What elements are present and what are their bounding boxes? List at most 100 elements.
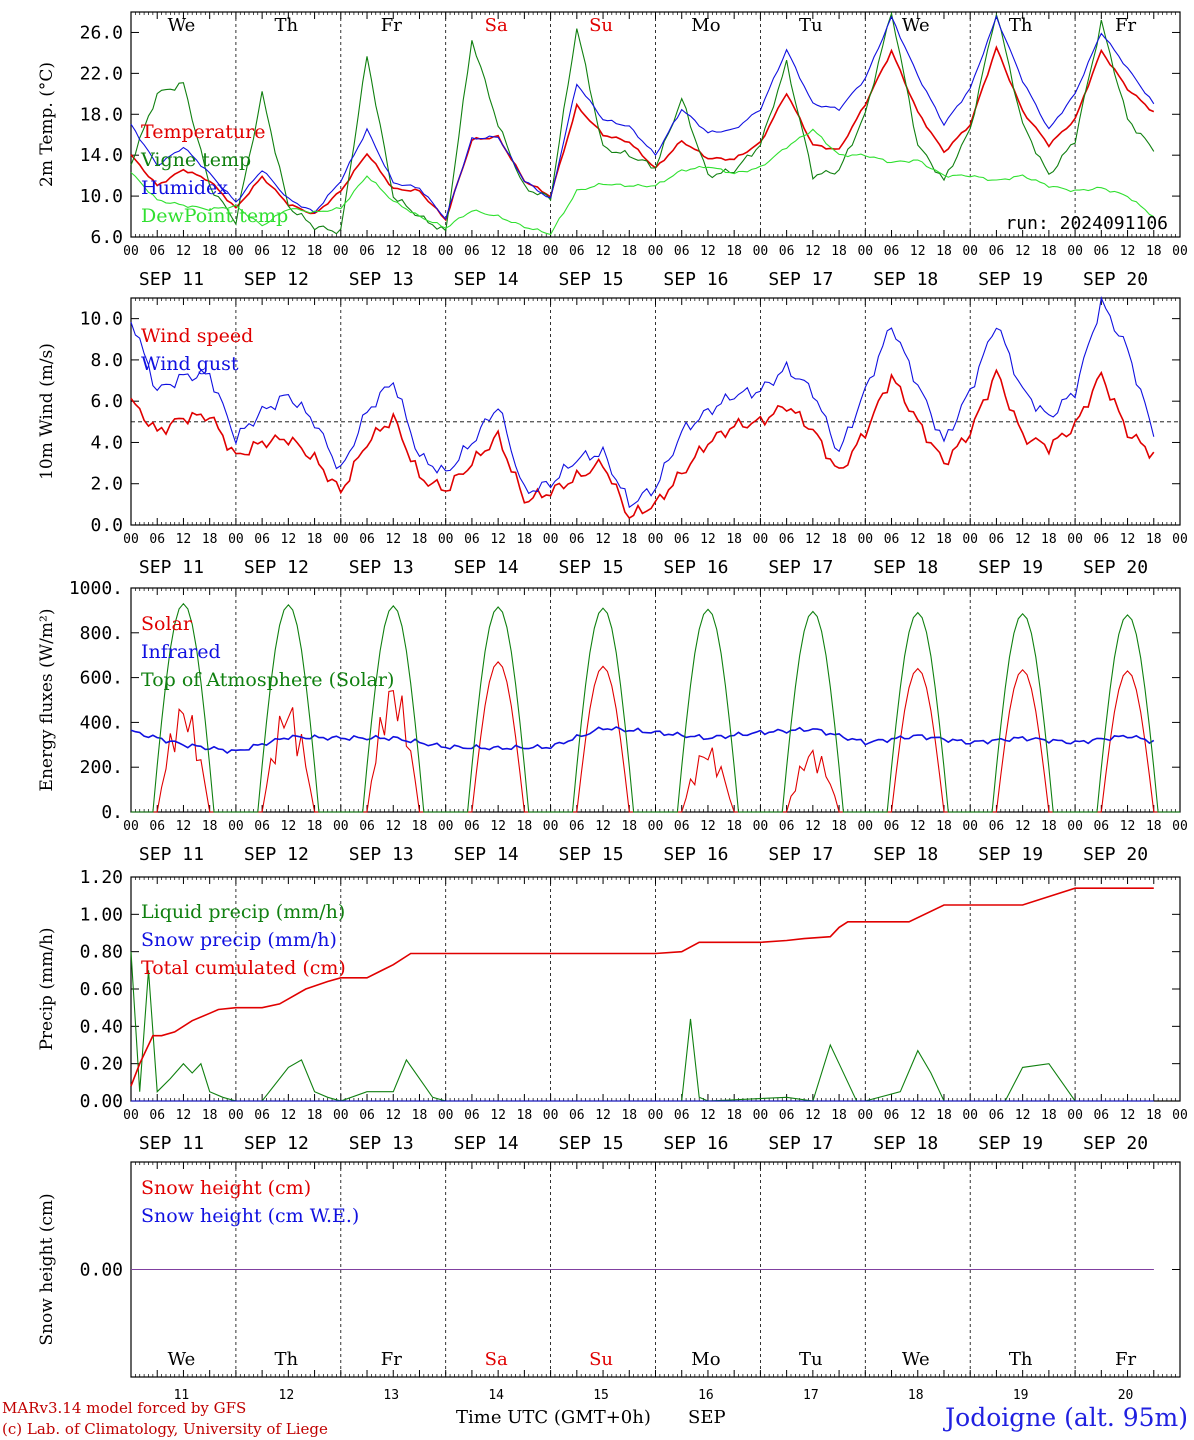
hour-label: 12 <box>595 532 611 547</box>
day-of-week-label: We <box>168 1349 196 1370</box>
hour-label: 00 <box>438 532 454 547</box>
y-axis-label: Snow height (cm) <box>37 1193 57 1345</box>
hour-label: 06 <box>989 532 1005 547</box>
date-label: SEP 20 <box>1083 269 1148 290</box>
y-axis-label: Energy fluxes (W/m²) <box>37 609 57 792</box>
legend-entry: Humidex <box>141 177 228 199</box>
hour-label: 00 <box>962 532 978 547</box>
date-label: SEP 14 <box>454 269 519 290</box>
legend-entry: DewPoint temp <box>141 205 288 227</box>
date-label: SEP 13 <box>349 557 414 578</box>
plot-frame <box>130 11 1181 238</box>
legend-entry: Snow height (cm) <box>141 1177 311 1199</box>
hour-label: 00 <box>1172 819 1188 834</box>
y-tick-label: 200. <box>80 757 123 778</box>
y-tick-label: 22.0 <box>80 63 123 84</box>
hour-label: 12 <box>490 1108 506 1123</box>
legend-entry: Solar <box>141 613 193 635</box>
hour-label: 12 <box>490 819 506 834</box>
date-label: SEP 15 <box>559 557 624 578</box>
hour-label: 00 <box>753 819 769 834</box>
hour-label: 18 <box>831 819 847 834</box>
hour-label: 00 <box>857 532 873 547</box>
hour-label: 18 <box>202 244 218 259</box>
hour-label: 06 <box>464 532 480 547</box>
date-label: SEP 19 <box>978 1133 1043 1154</box>
y-tick-label: 1000. <box>69 578 123 599</box>
hour-label: 00 <box>228 819 244 834</box>
date-label: SEP 17 <box>768 269 833 290</box>
hour-label: 18 <box>831 1108 847 1123</box>
hour-label: 06 <box>674 244 690 259</box>
hour-label: 00 <box>1172 244 1188 259</box>
hour-label: 12 <box>805 1108 821 1123</box>
hour-label: 00 <box>857 244 873 259</box>
hour-label: 06 <box>149 244 165 259</box>
hour-label: 06 <box>1093 532 1109 547</box>
hour-label: 06 <box>569 819 585 834</box>
date-label: SEP 12 <box>244 269 309 290</box>
hour-label: 06 <box>779 819 795 834</box>
y-axis-label: 2m Temp. (°C) <box>37 62 57 187</box>
day-of-week-label: Sa <box>485 1349 508 1370</box>
hour-label: 18 <box>517 532 533 547</box>
series-line-wind-speed <box>130 368 1155 520</box>
hour-label: 12 <box>176 1108 192 1123</box>
date-label: SEP 14 <box>454 557 519 578</box>
hour-label: 18 <box>517 1108 533 1123</box>
hour-label: 06 <box>989 244 1005 259</box>
x-axis-label: Time UTC (GMT+0h) <box>456 1407 651 1428</box>
series-line-total-cumulated-cm- <box>130 887 1154 1087</box>
hour-label: 06 <box>254 532 270 547</box>
series-line-temperature <box>130 45 1155 222</box>
date-label: SEP 11 <box>139 557 204 578</box>
hour-label: 18 <box>307 532 323 547</box>
hour-label: 18 <box>412 244 428 259</box>
hour-label: 12 <box>700 532 716 547</box>
date-label: SEP 15 <box>559 844 624 865</box>
date-label: SEP 13 <box>349 1133 414 1154</box>
hour-label: 18 <box>621 1108 637 1123</box>
hour-label: 12 <box>595 819 611 834</box>
day-of-week-label: Tu <box>799 1349 823 1370</box>
hour-label: 06 <box>989 1108 1005 1123</box>
hour-label: 12 <box>595 244 611 259</box>
hour-label: 06 <box>149 819 165 834</box>
hour-label: 12 <box>490 532 506 547</box>
date-label: SEP 11 <box>139 844 204 865</box>
hour-label: 06 <box>359 1108 375 1123</box>
hour-label: 12 <box>1120 819 1136 834</box>
date-label: SEP 18 <box>873 844 938 865</box>
hour-label: 12 <box>1120 1108 1136 1123</box>
hour-label: 06 <box>464 819 480 834</box>
day-of-week-label: Fr <box>1115 15 1136 36</box>
y-tick-label: 0.80 <box>80 942 123 963</box>
hour-label: 00 <box>962 819 978 834</box>
date-label: SEP 14 <box>454 844 519 865</box>
y-tick-label: 0.40 <box>80 1016 123 1037</box>
hour-label: 18 <box>202 1108 218 1123</box>
legend-entry: Wind gust <box>141 353 239 375</box>
hour-label: 00 <box>333 532 349 547</box>
panel-2: 00 06 12 18 00 06 12 18 00 06 12 18 00 06 12 18 00 06 12 18… <box>37 296 1188 578</box>
hour-label: 06 <box>674 1108 690 1123</box>
day-number-label: 17 <box>803 1388 819 1403</box>
hour-label: 12 <box>176 819 192 834</box>
y-tick-label: 800. <box>80 623 123 644</box>
y-tick-label: 6.0 <box>90 227 123 248</box>
day-of-week-label: Th <box>1009 15 1033 36</box>
hour-label: 06 <box>359 244 375 259</box>
hour-label: 06 <box>779 532 795 547</box>
hour-label: 06 <box>569 244 585 259</box>
hour-label: 00 <box>543 532 559 547</box>
day-number-label: 20 <box>1118 1388 1134 1403</box>
hour-label: 00 <box>333 1108 349 1123</box>
hour-label: 00 <box>438 1108 454 1123</box>
hour-label: 18 <box>1041 1108 1057 1123</box>
hour-label: 18 <box>1041 532 1057 547</box>
hour-label: 00 <box>123 1108 139 1123</box>
hour-label: 12 <box>281 532 297 547</box>
hour-label: 00 <box>438 244 454 259</box>
day-of-week-label: We <box>902 15 930 36</box>
